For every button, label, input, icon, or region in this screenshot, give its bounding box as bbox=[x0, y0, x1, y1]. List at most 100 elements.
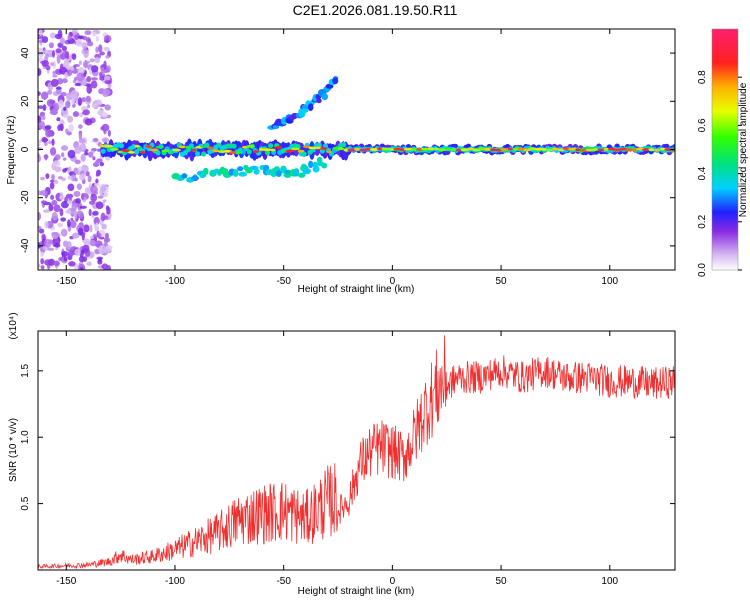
noise-blob bbox=[97, 195, 104, 199]
noise-blob bbox=[66, 200, 74, 205]
noise-blob bbox=[95, 173, 100, 177]
branch-blob bbox=[238, 171, 247, 177]
band-peak bbox=[343, 148, 350, 152]
noise-blob bbox=[65, 100, 71, 109]
signal-main-band bbox=[99, 138, 675, 162]
noise-blob bbox=[52, 74, 58, 78]
noise-blob bbox=[95, 46, 99, 53]
band-peak bbox=[134, 144, 140, 148]
noise-blob bbox=[59, 53, 67, 60]
noise-blob bbox=[103, 46, 110, 52]
band-peak bbox=[281, 149, 288, 153]
noise-blob bbox=[59, 37, 65, 45]
noise-blob bbox=[44, 125, 52, 130]
noise-blob bbox=[49, 32, 57, 39]
branch-blob bbox=[321, 162, 328, 169]
colorbar-gradient bbox=[711, 28, 739, 271]
noise-blob bbox=[77, 227, 84, 236]
band-cell bbox=[264, 150, 271, 156]
noise-blob bbox=[51, 138, 55, 146]
band-peak bbox=[269, 148, 276, 152]
noise-blob bbox=[101, 223, 107, 230]
noise-blob bbox=[95, 100, 103, 106]
band-peak bbox=[117, 150, 123, 154]
snr-y-axis: 0.5 1.0 1.5 bbox=[20, 363, 675, 511]
noise-blob bbox=[107, 83, 112, 88]
noise-blob bbox=[40, 190, 48, 196]
noise-blob bbox=[41, 59, 50, 67]
noise-blob bbox=[78, 143, 87, 153]
snr-marks bbox=[38, 335, 675, 570]
noise-blob bbox=[41, 36, 49, 43]
noise-blob bbox=[99, 51, 105, 56]
noise-blob bbox=[85, 95, 91, 102]
noise-blob bbox=[66, 219, 71, 228]
noise-blob bbox=[100, 185, 107, 192]
band-peak bbox=[421, 147, 430, 151]
noise-blob bbox=[104, 80, 112, 85]
band-peak bbox=[128, 150, 135, 154]
noise-blob bbox=[72, 232, 80, 239]
noise-blob bbox=[98, 244, 107, 254]
colorbar-tick-label: 0.8 bbox=[697, 70, 708, 84]
noise-blob bbox=[53, 102, 60, 112]
band-peak bbox=[552, 147, 559, 151]
noise-blob bbox=[89, 224, 93, 233]
noise-blob bbox=[78, 60, 82, 66]
noise-blob bbox=[100, 69, 106, 74]
noise-blob bbox=[54, 154, 61, 161]
snr-scale-label: (x10⁴) bbox=[8, 312, 19, 339]
noise-blob bbox=[86, 75, 92, 83]
noise-blob bbox=[80, 153, 86, 162]
band-peak bbox=[434, 147, 440, 151]
colorbar-label: Normalized spectral amplitude bbox=[738, 82, 749, 217]
noise-blob bbox=[38, 56, 44, 63]
noise-blob bbox=[55, 86, 62, 90]
spectrogram-marks bbox=[38, 29, 675, 270]
noise-blob bbox=[51, 50, 56, 58]
noise-blob bbox=[81, 111, 89, 115]
band-peak bbox=[597, 148, 604, 152]
band-peak bbox=[660, 147, 666, 151]
branch-blob bbox=[316, 156, 323, 164]
noise-blob bbox=[63, 59, 70, 67]
noise-blob bbox=[83, 49, 89, 58]
noise-blob bbox=[90, 77, 99, 81]
noise-blob bbox=[67, 115, 73, 123]
branch-blob bbox=[308, 160, 314, 169]
band-peak bbox=[557, 148, 565, 152]
noise-blob bbox=[48, 42, 54, 49]
noise-blob bbox=[103, 127, 107, 135]
x-tick-label: -150 bbox=[56, 576, 76, 587]
band-peak bbox=[326, 150, 333, 154]
noise-blob bbox=[38, 142, 41, 147]
band-peak bbox=[507, 147, 513, 151]
noise-blob bbox=[78, 255, 85, 263]
noise-blob bbox=[50, 78, 59, 87]
noise-blob bbox=[104, 104, 111, 111]
noise-blob bbox=[89, 239, 96, 246]
noise-blob bbox=[95, 222, 99, 230]
noise-blob bbox=[77, 66, 85, 75]
band-peak bbox=[297, 149, 305, 153]
noise-blob bbox=[38, 91, 41, 96]
noise-blob bbox=[94, 56, 101, 64]
noise-blob bbox=[70, 97, 75, 105]
noise-blob bbox=[57, 222, 63, 228]
noise-blob bbox=[61, 45, 67, 52]
noise-blob bbox=[95, 178, 99, 184]
noise-blob bbox=[38, 68, 42, 76]
band-peak bbox=[490, 148, 497, 152]
band-peak bbox=[450, 148, 458, 152]
x-tick-label: 50 bbox=[496, 576, 508, 587]
noise-blob bbox=[49, 62, 55, 67]
noise-blob bbox=[38, 115, 42, 124]
band-peak bbox=[262, 148, 272, 152]
colorbar-tick-label: 0.2 bbox=[697, 214, 708, 228]
branch-blob bbox=[325, 84, 334, 89]
noise-blob bbox=[92, 156, 96, 161]
branch-blob bbox=[237, 166, 244, 172]
colorbar-tick-label: 0.4 bbox=[697, 166, 708, 180]
noise-blob bbox=[67, 175, 73, 180]
branch-blob bbox=[292, 170, 299, 177]
